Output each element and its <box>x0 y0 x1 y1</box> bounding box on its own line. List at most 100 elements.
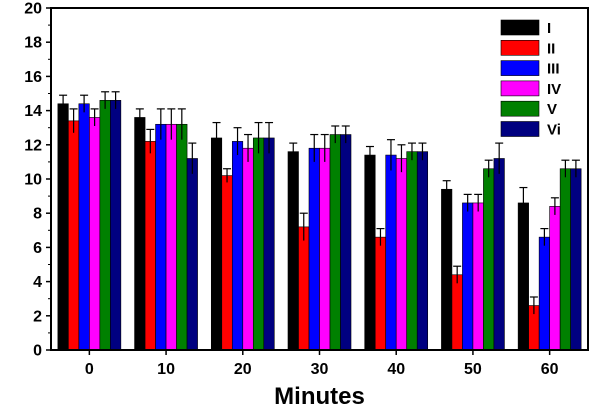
x-axis-title: Minutes <box>274 383 365 410</box>
error-bar-IV-30 <box>320 133 329 162</box>
error-bar-IV-20 <box>244 133 253 162</box>
bar-II-40 <box>374 236 387 351</box>
error-bar-I-30 <box>289 142 298 161</box>
x-tick-label: 40 <box>387 361 405 378</box>
bar-I-0 <box>57 103 69 351</box>
error-bar-I-60 <box>519 186 528 219</box>
legend-swatch-III <box>500 60 540 76</box>
x-tick-label: 30 <box>311 361 329 378</box>
bar-IV-50 <box>472 202 484 351</box>
bar-I-50 <box>441 188 453 351</box>
y-tick-label: 0 <box>33 343 42 360</box>
bar-Vi-30 <box>340 134 352 351</box>
y-tick-label: 2 <box>33 308 42 325</box>
error-bar-I-40 <box>365 145 374 164</box>
error-bar-V-20 <box>254 121 263 154</box>
bar-Vi-50 <box>493 158 505 351</box>
error-bar-II-20 <box>223 168 232 183</box>
bar-IV-60 <box>549 206 561 351</box>
error-bar-V-30 <box>331 125 340 144</box>
bar-Vi-0 <box>110 100 122 351</box>
error-bar-V-0 <box>101 91 110 109</box>
bar-II-30 <box>298 226 310 351</box>
bar-V-10 <box>176 123 188 351</box>
error-bar-V-10 <box>177 108 186 140</box>
bar-IV-0 <box>89 117 101 351</box>
x-tick-label: 20 <box>234 361 252 378</box>
bar-III-10 <box>155 123 167 351</box>
legend-swatch-V <box>500 100 540 117</box>
y-tick-label: 4 <box>33 274 42 291</box>
y-tick-label: 18 <box>24 35 42 52</box>
bar-V-40 <box>406 151 418 351</box>
error-bar-Vi-10 <box>188 142 197 174</box>
error-bar-V-60 <box>561 159 570 178</box>
error-bar-Vi-40 <box>418 142 427 161</box>
legend-swatch-Vi <box>500 121 540 137</box>
bar-IV-30 <box>319 147 331 351</box>
bar-III-30 <box>308 147 320 351</box>
bar-IV-10 <box>165 123 177 351</box>
error-bar-III-0 <box>80 94 89 113</box>
error-bar-Vi-0 <box>111 91 120 109</box>
bar-III-60 <box>538 236 550 351</box>
error-bar-II-30 <box>299 212 308 241</box>
bar-V-50 <box>483 168 495 351</box>
x-tick-label: 60 <box>541 361 559 378</box>
error-bars-layer <box>59 91 580 315</box>
error-bar-II-10 <box>146 128 155 154</box>
bar-II-10 <box>144 141 156 351</box>
error-bar-III-10 <box>156 108 165 140</box>
x-tick-label: 50 <box>464 361 482 378</box>
y-tick-label: 20 <box>24 1 42 18</box>
error-bar-IV-10 <box>167 108 176 140</box>
x-tick-label: 0 <box>85 361 94 378</box>
bar-I-30 <box>287 151 299 351</box>
error-bar-V-50 <box>484 159 493 178</box>
bar-III-50 <box>462 202 474 351</box>
error-bar-Vi-20 <box>265 121 274 154</box>
bar-V-20 <box>252 137 265 351</box>
legend-label-III: III <box>547 61 560 78</box>
error-bar-II-40 <box>376 227 385 246</box>
error-bar-Vi-60 <box>571 159 580 178</box>
bar-Vi-60 <box>570 168 582 351</box>
error-bar-IV-40 <box>397 144 406 173</box>
error-bar-II-0 <box>69 108 78 133</box>
bar-II-50 <box>451 274 463 351</box>
error-bar-I-20 <box>212 121 221 154</box>
bar-Vi-10 <box>186 158 198 351</box>
error-bar-IV-60 <box>550 197 559 215</box>
y-tick-label: 16 <box>24 69 42 86</box>
bar-IV-40 <box>395 158 408 351</box>
error-bar-IV-0 <box>90 108 99 126</box>
error-bar-I-0 <box>59 94 68 113</box>
legend-swatch-I <box>500 19 540 36</box>
legend-label-IV: IV <box>547 81 561 98</box>
error-bar-I-50 <box>442 180 451 198</box>
bar-V-0 <box>99 100 111 351</box>
y-axis: 0 2 4 6 8 10 12 14 16 18 20 <box>24 1 51 360</box>
bar-I-20 <box>210 137 223 351</box>
legend-label-V: V <box>547 101 557 118</box>
bar-V-60 <box>559 168 571 351</box>
error-bar-II-50 <box>453 265 462 284</box>
bar-III-40 <box>385 154 397 351</box>
legend-label-Vi: Vi <box>547 122 561 139</box>
bar-V-30 <box>329 134 341 351</box>
bar-IV-20 <box>242 147 254 351</box>
bar-II-0 <box>68 120 80 351</box>
error-bar-III-60 <box>540 227 549 246</box>
error-bar-IV-50 <box>474 193 483 212</box>
legend-label-I: I <box>547 20 551 37</box>
bars-layer <box>57 100 582 351</box>
y-tick-label: 12 <box>24 137 42 154</box>
bar-II-20 <box>221 175 233 351</box>
error-bar-III-20 <box>233 127 242 156</box>
bar-Vi-40 <box>416 151 429 351</box>
legend-swatch-IV <box>500 80 540 97</box>
legend-swatch-II <box>500 39 540 56</box>
y-tick-label: 10 <box>24 172 42 189</box>
